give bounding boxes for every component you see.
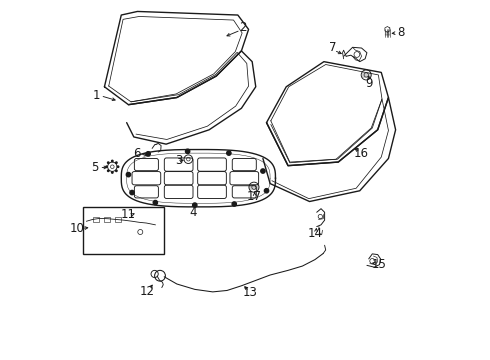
Circle shape [193, 203, 197, 207]
Text: 4: 4 [189, 206, 197, 219]
Text: 16: 16 [354, 147, 369, 159]
Circle shape [265, 189, 269, 193]
Text: 8: 8 [397, 27, 405, 40]
Text: 12: 12 [140, 285, 155, 298]
Text: 10: 10 [70, 222, 85, 235]
Circle shape [107, 162, 109, 163]
Circle shape [153, 201, 157, 205]
Circle shape [126, 172, 131, 177]
Circle shape [186, 149, 190, 153]
Circle shape [112, 172, 113, 173]
Text: 15: 15 [372, 258, 387, 271]
Circle shape [116, 170, 117, 171]
Text: 1: 1 [93, 89, 100, 102]
Circle shape [146, 152, 150, 156]
Bar [115, 217, 121, 222]
Text: 2: 2 [240, 21, 247, 34]
Circle shape [117, 166, 119, 167]
Text: 5: 5 [92, 161, 99, 174]
Circle shape [130, 190, 134, 195]
Text: 17: 17 [246, 190, 262, 203]
Circle shape [106, 166, 107, 167]
Text: 3: 3 [175, 154, 182, 167]
Bar [83, 207, 164, 253]
Text: 9: 9 [365, 77, 372, 90]
Circle shape [116, 162, 117, 163]
Circle shape [232, 202, 236, 206]
Circle shape [107, 170, 109, 171]
Text: 6: 6 [133, 147, 141, 159]
Circle shape [227, 151, 231, 155]
Text: 13: 13 [243, 287, 258, 300]
Text: 11: 11 [121, 208, 136, 221]
Text: 14: 14 [307, 227, 322, 240]
Bar [104, 217, 110, 222]
Bar [93, 217, 99, 222]
Text: 7: 7 [329, 41, 337, 54]
Circle shape [261, 169, 265, 173]
Circle shape [112, 160, 113, 162]
